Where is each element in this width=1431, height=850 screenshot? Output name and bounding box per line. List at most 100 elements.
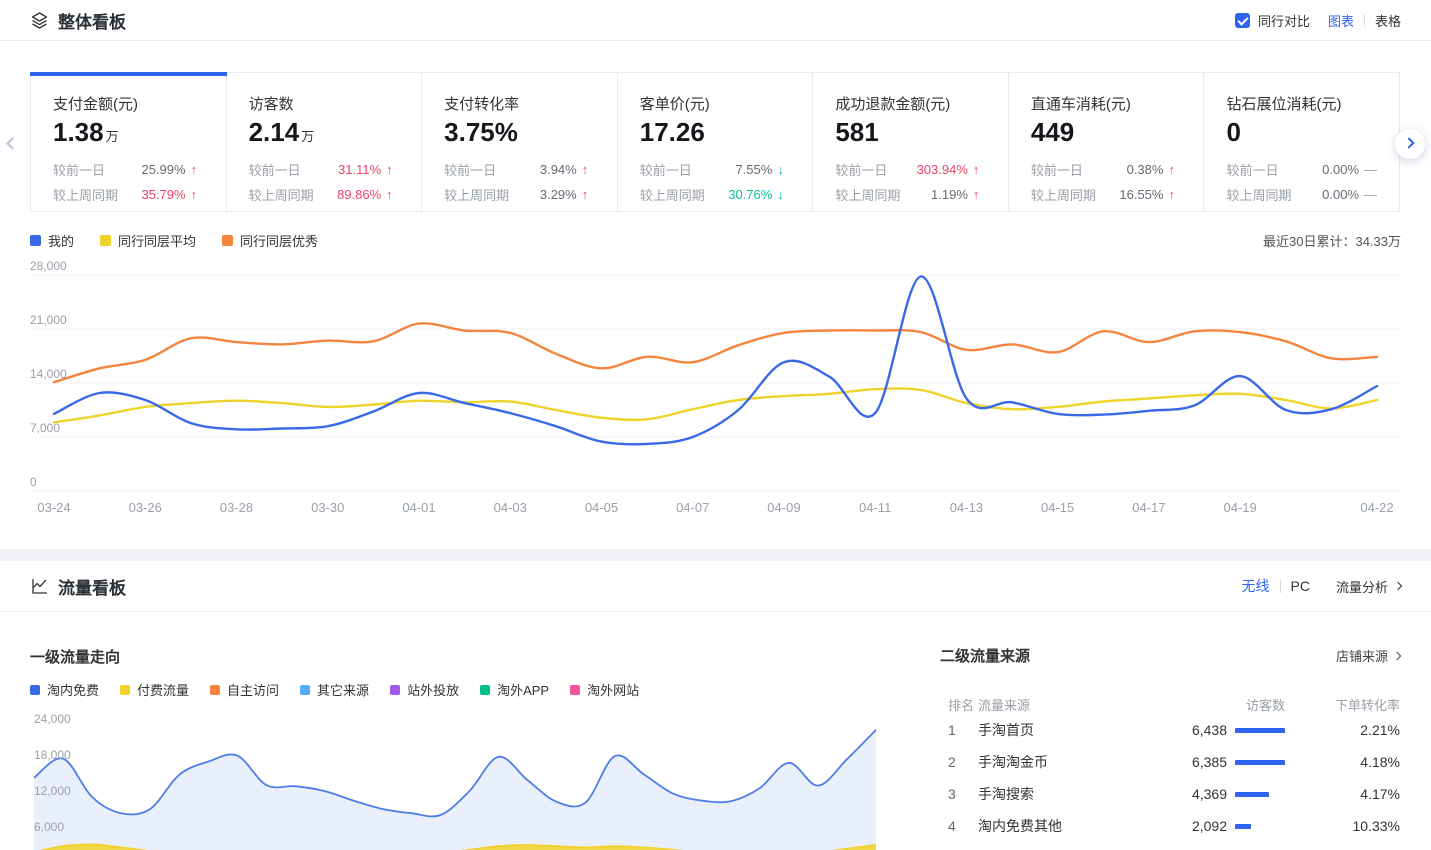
sources-table-body: 1 手淘首页 6,438 2.21% 2 手淘淘金币 6,385 4.18% 3…	[940, 714, 1400, 842]
metric-compare-rows: 较前一日 0.00% — 较上周同期 0.00% —	[1226, 160, 1377, 204]
metric-card-5[interactable]: 直通车消耗(元) 449 较前一日 0.38% ↑ 较上周同期 16.55% ↑	[1008, 73, 1205, 211]
row-visitors-value: 2,092	[1191, 818, 1227, 834]
cards-prev-arrow[interactable]	[6, 131, 24, 157]
svg-text:04-19: 04-19	[1224, 500, 1257, 515]
metric-card-1[interactable]: 访客数 2.14 万 较前一日 31.11% ↑ 较上周同期 89.86% ↑	[226, 73, 423, 211]
row-visitors-bar	[1235, 791, 1285, 797]
compare-label: 较前一日	[639, 163, 692, 178]
metric-title: 成功退款金额(元)	[835, 96, 951, 113]
metric-card-0[interactable]: 支付金额(元) 1.38 万 较前一日 25.99% ↑ 较上周同期 35.79%…	[30, 72, 227, 211]
summary-30d: 最近30日累计：34.33万	[1263, 234, 1401, 249]
legend-item[interactable]: 其它来源	[300, 680, 369, 699]
compare-label: 较上周同期	[639, 188, 705, 203]
peer-compare-label[interactable]: 同行对比	[1257, 13, 1310, 29]
metric-card-4[interactable]: 成功退款金额(元) 581 较前一日 303.94% ↑ 较上周同期 1.19%…	[813, 73, 1009, 211]
compare-row: 较前一日 303.94% ↑	[835, 162, 980, 178]
metric-value: 581	[835, 117, 879, 147]
metric-card-6[interactable]: 钻石展位消耗(元) 0 较前一日 0.00% — 较上周同期 0.00% —	[1204, 73, 1400, 211]
chevron-right-icon	[1393, 581, 1403, 591]
metric-value: 449	[1030, 117, 1075, 147]
metric-title: 钻石展位消耗(元)	[1226, 96, 1342, 113]
traffic-panel: 流量看板 无线 PC 流量分析 一级流量走向 淘内免费 付费流量	[0, 561, 1431, 850]
legend-item[interactable]: 我的	[30, 231, 74, 250]
row-source-name: 手淘搜索	[978, 786, 1034, 802]
svg-text:12,000: 12,000	[34, 784, 71, 798]
metric-unit: 万	[105, 129, 119, 144]
legend-label: 同行同层优秀	[240, 234, 319, 249]
row-visitors: 2,092	[1138, 818, 1285, 834]
svg-text:28,000: 28,000	[30, 259, 67, 273]
shop-sources-link[interactable]: 店铺来源	[1336, 646, 1402, 665]
table-row: 4 淘内免费其他 2,092 10.33%	[940, 810, 1400, 842]
svg-text:04-15: 04-15	[1041, 500, 1074, 515]
svg-text:04-09: 04-09	[767, 500, 800, 515]
legend-label: 站外投放	[407, 683, 460, 698]
tab-pc[interactable]: PC	[1290, 578, 1310, 594]
compare-value: 0.00%	[1322, 162, 1360, 177]
row-rate: 4.17%	[1360, 786, 1400, 802]
compare-row: 较上周同期 30.76% ↓	[639, 187, 784, 203]
table-row: 1 手淘首页 6,438 2.21%	[940, 714, 1400, 746]
legend-swatch	[30, 684, 40, 695]
compare-label: 较前一日	[444, 163, 497, 178]
metric-compare-rows: 较前一日 303.94% ↑ 较上周同期 1.19% ↑	[835, 160, 986, 204]
row-rank: 1	[948, 722, 956, 738]
sources-table-header: 排名 流量来源 访客数 下单转化率	[940, 694, 1400, 714]
compare-label: 较上周同期	[1030, 188, 1096, 203]
traffic-analysis-link[interactable]: 流量分析	[1336, 577, 1403, 596]
svg-text:6,000: 6,000	[34, 820, 64, 834]
row-rate: 2.21%	[1360, 722, 1400, 738]
traffic-title: 流量看板	[58, 578, 126, 598]
compare-value: 3.29%	[539, 187, 577, 202]
svg-text:03-30: 03-30	[311, 500, 344, 515]
metric-card-3[interactable]: 客单价(元) 17.26 较前一日 7.55% ↓ 较上周同期 30.76% ↓	[617, 73, 814, 211]
metric-title: 客单价(元)	[639, 96, 710, 113]
metric-title: 访客数	[248, 96, 294, 113]
row-visitors: 4,369	[1138, 786, 1285, 802]
compare-label: 较前一日	[1226, 163, 1279, 178]
row-visitors: 6,385	[1138, 754, 1285, 770]
compare-label: 较上周同期	[53, 188, 119, 203]
tab-wireless[interactable]: 无线	[1241, 578, 1270, 594]
cards-next-arrow[interactable]	[1395, 129, 1425, 159]
compare-value: 25.99%	[141, 162, 186, 177]
traffic-trend-chart: 6,000 12,000 18,000 24,000	[0, 695, 910, 850]
view-table-link[interactable]: 表格	[1374, 13, 1401, 29]
metric-compare-rows: 较前一日 0.38% ↑ 较上周同期 16.55% ↑	[1031, 160, 1182, 204]
compare-row: 较前一日 25.99% ↑	[53, 162, 198, 178]
legend-label: 其它来源	[317, 683, 370, 698]
metric-card-2[interactable]: 支付转化率 3.75% 较前一日 3.94% ↑ 较上周同期 3.29% ↑	[422, 73, 618, 211]
metric-value: 3.75%	[444, 117, 518, 147]
row-visitors-bar	[1235, 823, 1285, 829]
legend-item[interactable]: 淘外网站	[570, 680, 639, 699]
table-row: 2 手淘淘金币 6,385 4.18%	[940, 746, 1400, 778]
legend-item[interactable]: 同行同层平均	[100, 231, 196, 250]
compare-value: 3.94%	[539, 162, 577, 177]
legend-item[interactable]: 同行同层优秀	[222, 231, 318, 250]
col-rate-header: 下单转化率	[1334, 697, 1400, 713]
metric-title: 直通车消耗(元)	[1030, 96, 1131, 113]
row-rank: 2	[948, 754, 956, 770]
row-rate: 4.18%	[1360, 754, 1400, 770]
peer-compare-checkbox[interactable]	[1234, 12, 1250, 28]
overview-chart-legend: 我的 同行同层平均 同行同层优秀 最近30日累计：34.33万	[30, 231, 1401, 250]
view-chart-link[interactable]: 图表	[1327, 13, 1354, 29]
legend-item[interactable]: 站外投放	[390, 680, 459, 699]
legend-label: 淘内免费	[47, 683, 100, 698]
compare-row: 较上周同期 35.79% ↑	[53, 187, 198, 203]
metric-compare-rows: 较前一日 31.11% ↑ 较上周同期 89.86% ↑	[249, 160, 400, 204]
compare-value: 16.55%	[1119, 187, 1164, 202]
device-tab-divider	[1279, 579, 1281, 593]
traffic-title-group: 流量看板	[30, 574, 126, 599]
legend-item[interactable]: 淘内免费	[30, 680, 99, 699]
legend-item[interactable]: 自主访问	[210, 680, 279, 699]
metric-value: 2.14 万	[248, 117, 315, 147]
legend-item[interactable]: 淘外APP	[480, 680, 549, 699]
row-visitors-bar	[1235, 759, 1285, 765]
legend-item[interactable]: 付费流量	[120, 680, 189, 699]
legend-swatch	[30, 235, 41, 246]
svg-text:04-22: 04-22	[1360, 500, 1393, 515]
row-visitors-bar	[1235, 727, 1285, 733]
compare-label: 较前一日	[53, 163, 106, 178]
